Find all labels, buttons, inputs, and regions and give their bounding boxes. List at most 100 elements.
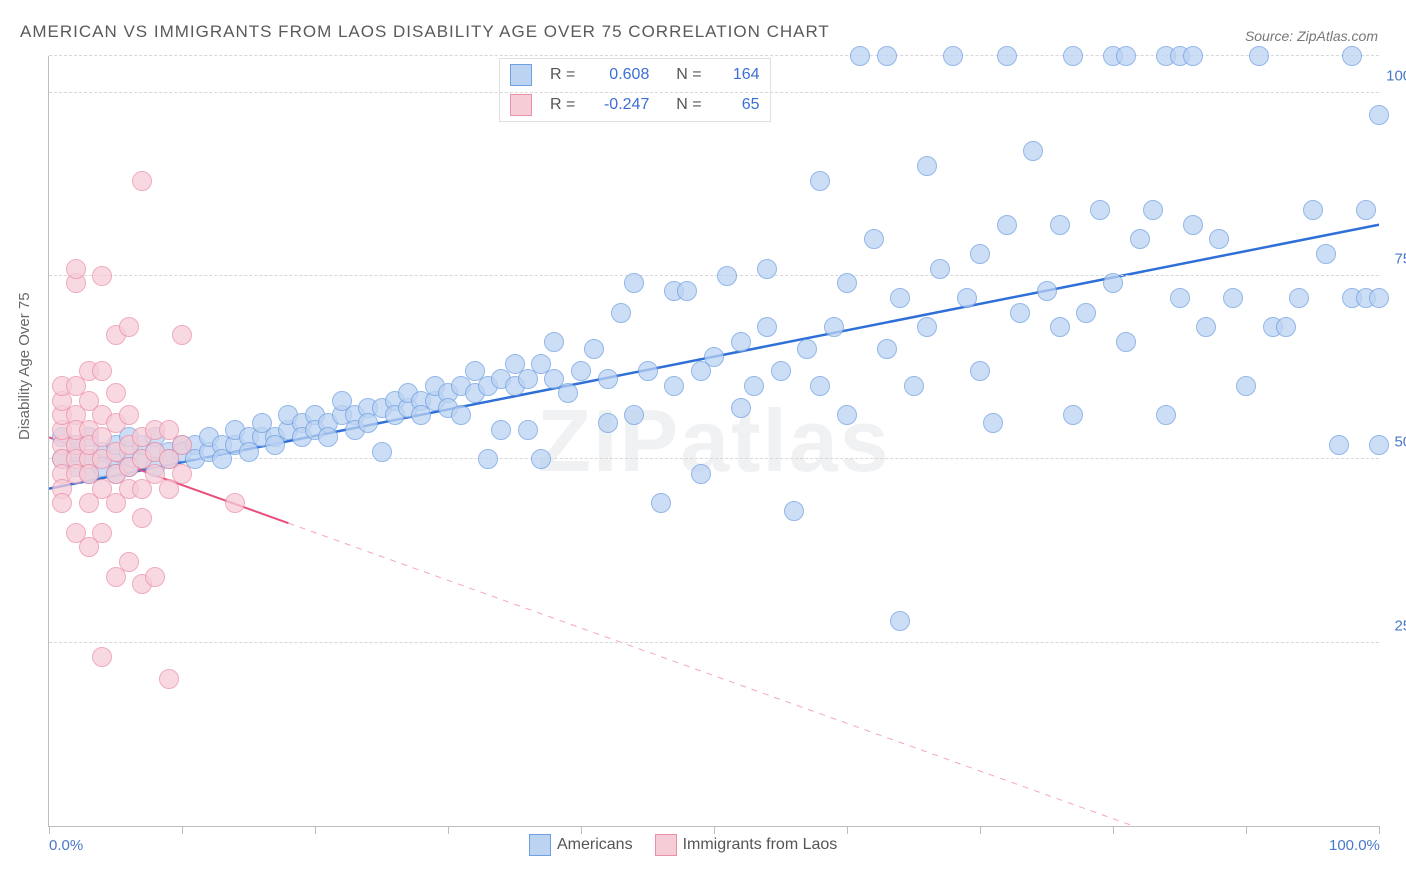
data-point <box>1329 435 1349 455</box>
x-axis-tick <box>714 826 715 834</box>
gridline-h <box>49 275 1379 276</box>
data-point <box>1076 303 1096 323</box>
data-point <box>52 493 72 513</box>
data-point <box>1116 46 1136 66</box>
data-point <box>744 376 764 396</box>
data-point <box>757 259 777 279</box>
data-point <box>1209 229 1229 249</box>
data-point <box>624 405 644 425</box>
chart-title: AMERICAN VS IMMIGRANTS FROM LAOS DISABIL… <box>20 22 830 42</box>
data-point <box>598 369 618 389</box>
data-point <box>531 449 551 469</box>
data-point <box>106 383 126 403</box>
data-point <box>611 303 631 323</box>
data-point <box>810 376 830 396</box>
data-point <box>1116 332 1136 352</box>
data-point <box>571 361 591 381</box>
data-point <box>651 493 671 513</box>
data-point <box>1063 405 1083 425</box>
data-point <box>1316 244 1336 264</box>
data-point <box>877 46 897 66</box>
data-point <box>1183 46 1203 66</box>
data-point <box>478 449 498 469</box>
data-point <box>877 339 897 359</box>
data-point <box>970 361 990 381</box>
legend-item: Immigrants from Laos <box>655 836 838 853</box>
data-point <box>731 398 751 418</box>
data-point <box>1276 317 1296 337</box>
x-axis-tick <box>315 826 316 834</box>
data-point <box>119 405 139 425</box>
y-axis-label: 75.0% <box>1394 251 1406 268</box>
data-point <box>1369 288 1389 308</box>
series-legend: AmericansImmigrants from Laos <box>529 834 859 856</box>
data-point <box>119 317 139 337</box>
watermark: ZIPatlas <box>537 390 890 492</box>
data-point <box>771 361 791 381</box>
legend-row: R =0.608 N =164 <box>502 61 768 89</box>
data-point <box>810 171 830 191</box>
x-axis-label: 100.0% <box>1329 837 1380 854</box>
data-point <box>558 383 578 403</box>
data-point <box>518 420 538 440</box>
data-point <box>784 501 804 521</box>
data-point <box>704 347 724 367</box>
data-point <box>1130 229 1150 249</box>
data-point <box>1037 281 1057 301</box>
data-point <box>92 361 112 381</box>
data-point <box>970 244 990 264</box>
source-attribution: Source: ZipAtlas.com <box>1245 28 1378 44</box>
data-point <box>930 259 950 279</box>
x-axis-tick <box>448 826 449 834</box>
data-point <box>132 508 152 528</box>
data-point <box>837 405 857 425</box>
data-point <box>1249 46 1269 66</box>
data-point <box>318 427 338 447</box>
data-point <box>890 288 910 308</box>
x-axis-tick <box>1113 826 1114 834</box>
y-axis-label: 100.0% <box>1386 67 1406 84</box>
data-point <box>997 215 1017 235</box>
data-point <box>957 288 977 308</box>
data-point <box>1010 303 1030 323</box>
data-point <box>544 332 564 352</box>
data-point <box>66 259 86 279</box>
data-point <box>159 669 179 689</box>
data-point <box>1196 317 1216 337</box>
data-point <box>132 171 152 191</box>
gridline-h <box>49 92 1379 93</box>
data-point <box>1303 200 1323 220</box>
correlation-legend: R =0.608 N =164R =-0.247 N =65 <box>499 58 771 122</box>
data-point <box>797 339 817 359</box>
y-axis-label: 25.0% <box>1394 617 1406 634</box>
gridline-h <box>49 642 1379 643</box>
data-point <box>145 567 165 587</box>
data-point <box>624 273 644 293</box>
data-point <box>1236 376 1256 396</box>
data-point <box>1063 46 1083 66</box>
data-point <box>1050 317 1070 337</box>
data-point <box>917 156 937 176</box>
data-point <box>943 46 963 66</box>
data-point <box>664 376 684 396</box>
data-point <box>850 46 870 66</box>
x-axis-tick <box>182 826 183 834</box>
x-axis-label: 0.0% <box>49 837 83 854</box>
x-axis-tick <box>847 826 848 834</box>
data-point <box>691 464 711 484</box>
data-point <box>92 523 112 543</box>
data-point <box>983 413 1003 433</box>
data-point <box>1023 141 1043 161</box>
data-point <box>598 413 618 433</box>
data-point <box>824 317 844 337</box>
data-point <box>904 376 924 396</box>
data-point <box>92 647 112 667</box>
data-point <box>1223 288 1243 308</box>
data-point <box>677 281 697 301</box>
data-point <box>1356 200 1376 220</box>
data-point <box>837 273 857 293</box>
data-point <box>1369 105 1389 125</box>
data-point <box>1342 46 1362 66</box>
data-point <box>864 229 884 249</box>
data-point <box>451 405 471 425</box>
